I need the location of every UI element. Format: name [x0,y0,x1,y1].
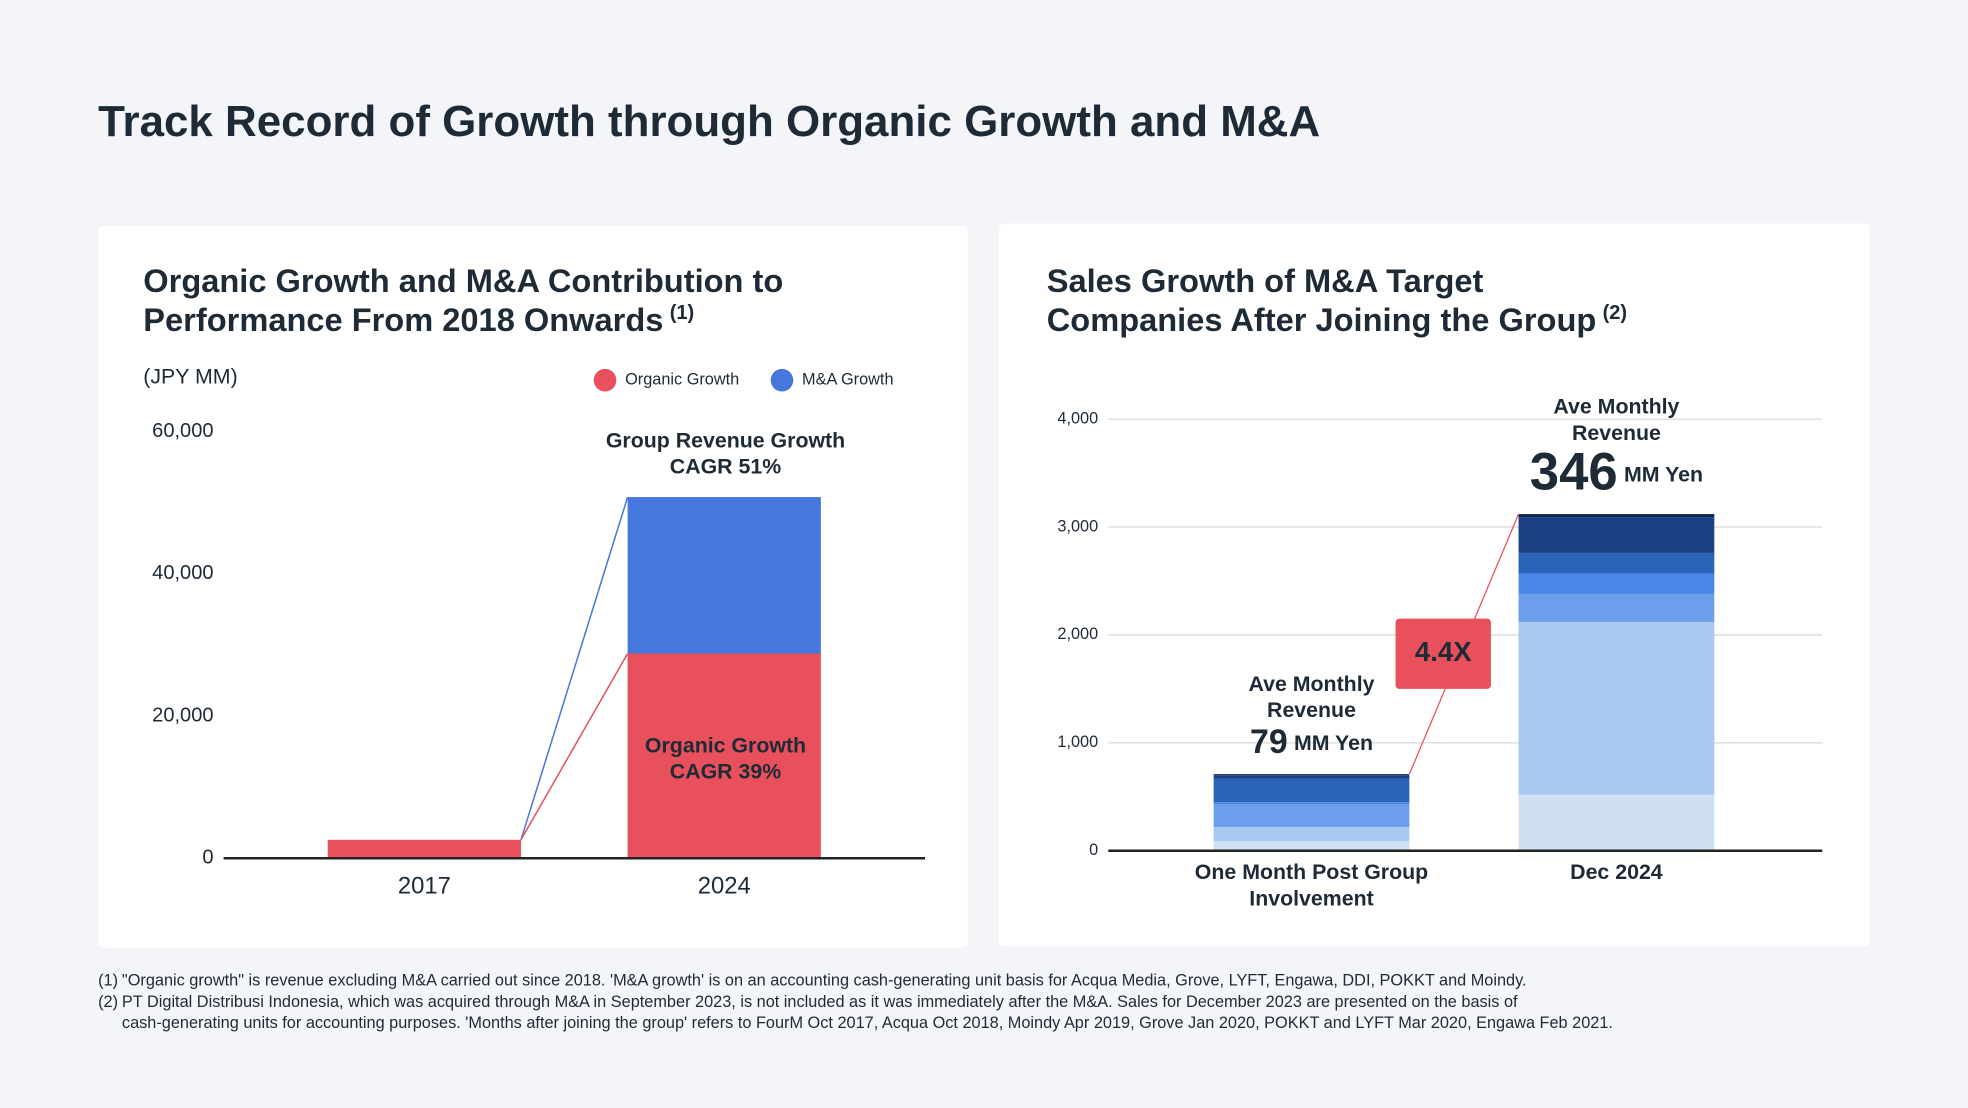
y-tick-label: 0 [1089,841,1098,859]
footnote-marker: (2) [98,993,118,1011]
annotation: Organic Growth [645,733,806,757]
annotation: CAGR 51% [670,455,781,479]
bar-segment [1518,794,1715,851]
annotation: CAGR 39% [670,760,781,784]
y-tick-label: 3,000 [1057,517,1098,535]
bar-segment [1213,802,1410,805]
bar-segment [1518,517,1715,553]
bar-segment [327,839,521,859]
legend-swatch [593,368,617,392]
bar-segment [1518,573,1715,594]
title-note: (1) [670,302,695,324]
bar-segment [1213,775,1410,779]
legend-label: M&A Growth [802,371,893,389]
x-tick-label: Involvement [1249,886,1373,910]
footnote: "Organic growth" is revenue excluding M&… [122,972,1527,990]
page-title: Track Record of Growth through Organic G… [98,97,1320,146]
unit: MM Yen [1624,462,1703,486]
annotation: Ave Monthly [1248,672,1374,696]
y-tick-label: 0 [202,847,213,869]
bar-segment [1518,593,1715,622]
chart-title: Organic Growth and M&A Contribution to [143,262,783,299]
connector-line [520,496,629,841]
annotation: Revenue [1267,698,1356,722]
value: 79 [1250,723,1288,761]
value: 346 [1530,442,1618,501]
connector-line [520,653,629,841]
footnote: PT Digital Distribusi Indonesia, which w… [122,993,1518,1011]
x-tick-label: 2024 [698,872,751,899]
y-tick-label: 40,000 [152,562,213,584]
x-tick-label: Dec 2024 [1570,860,1663,884]
bar-segment [1213,778,1410,803]
title-note: (2) [1603,302,1628,324]
unit-label: (JPY MM) [143,364,237,388]
bar-segment [1213,774,1410,776]
annotation-value: 79 MM Yen [1250,723,1373,761]
footnote: cash-generating units for accounting pur… [122,1014,1613,1032]
bar-segment [1518,621,1715,795]
y-tick-label: 2,000 [1057,625,1098,643]
multiplier-badge [1395,618,1491,689]
bar-segment [1213,841,1410,851]
bar-segment [627,497,821,654]
legend-swatch [770,368,794,392]
footnote-marker: (1) [98,972,118,990]
y-tick-label: 20,000 [152,704,213,726]
bar-segment [1518,552,1715,574]
legend-label: Organic Growth [625,371,739,389]
chart-title: Companies After Joining the Group [1047,301,1597,338]
bar-segment [1518,514,1715,518]
y-tick-label: 60,000 [152,420,213,442]
bar-segment [1213,827,1410,842]
chart-title: Sales Growth of M&A Target [1047,262,1484,299]
chart-title: Performance From 2018 Onwards [143,301,663,338]
x-tick-label: 2017 [398,872,451,899]
bar-segment [1213,804,1410,828]
annotation: Ave Monthly [1553,394,1679,418]
annotation: Group Revenue Growth [606,428,845,452]
x-tick-label: One Month Post Group [1195,860,1428,884]
y-tick-label: 1,000 [1057,733,1098,751]
annotation-value: 346 MM Yen [1530,442,1703,501]
unit: MM Yen [1294,731,1373,755]
multiplier-label: 4.4X [1415,636,1472,667]
annotation: Revenue [1572,421,1661,445]
bar-segment [627,653,821,859]
y-tick-label: 4,000 [1057,409,1098,427]
